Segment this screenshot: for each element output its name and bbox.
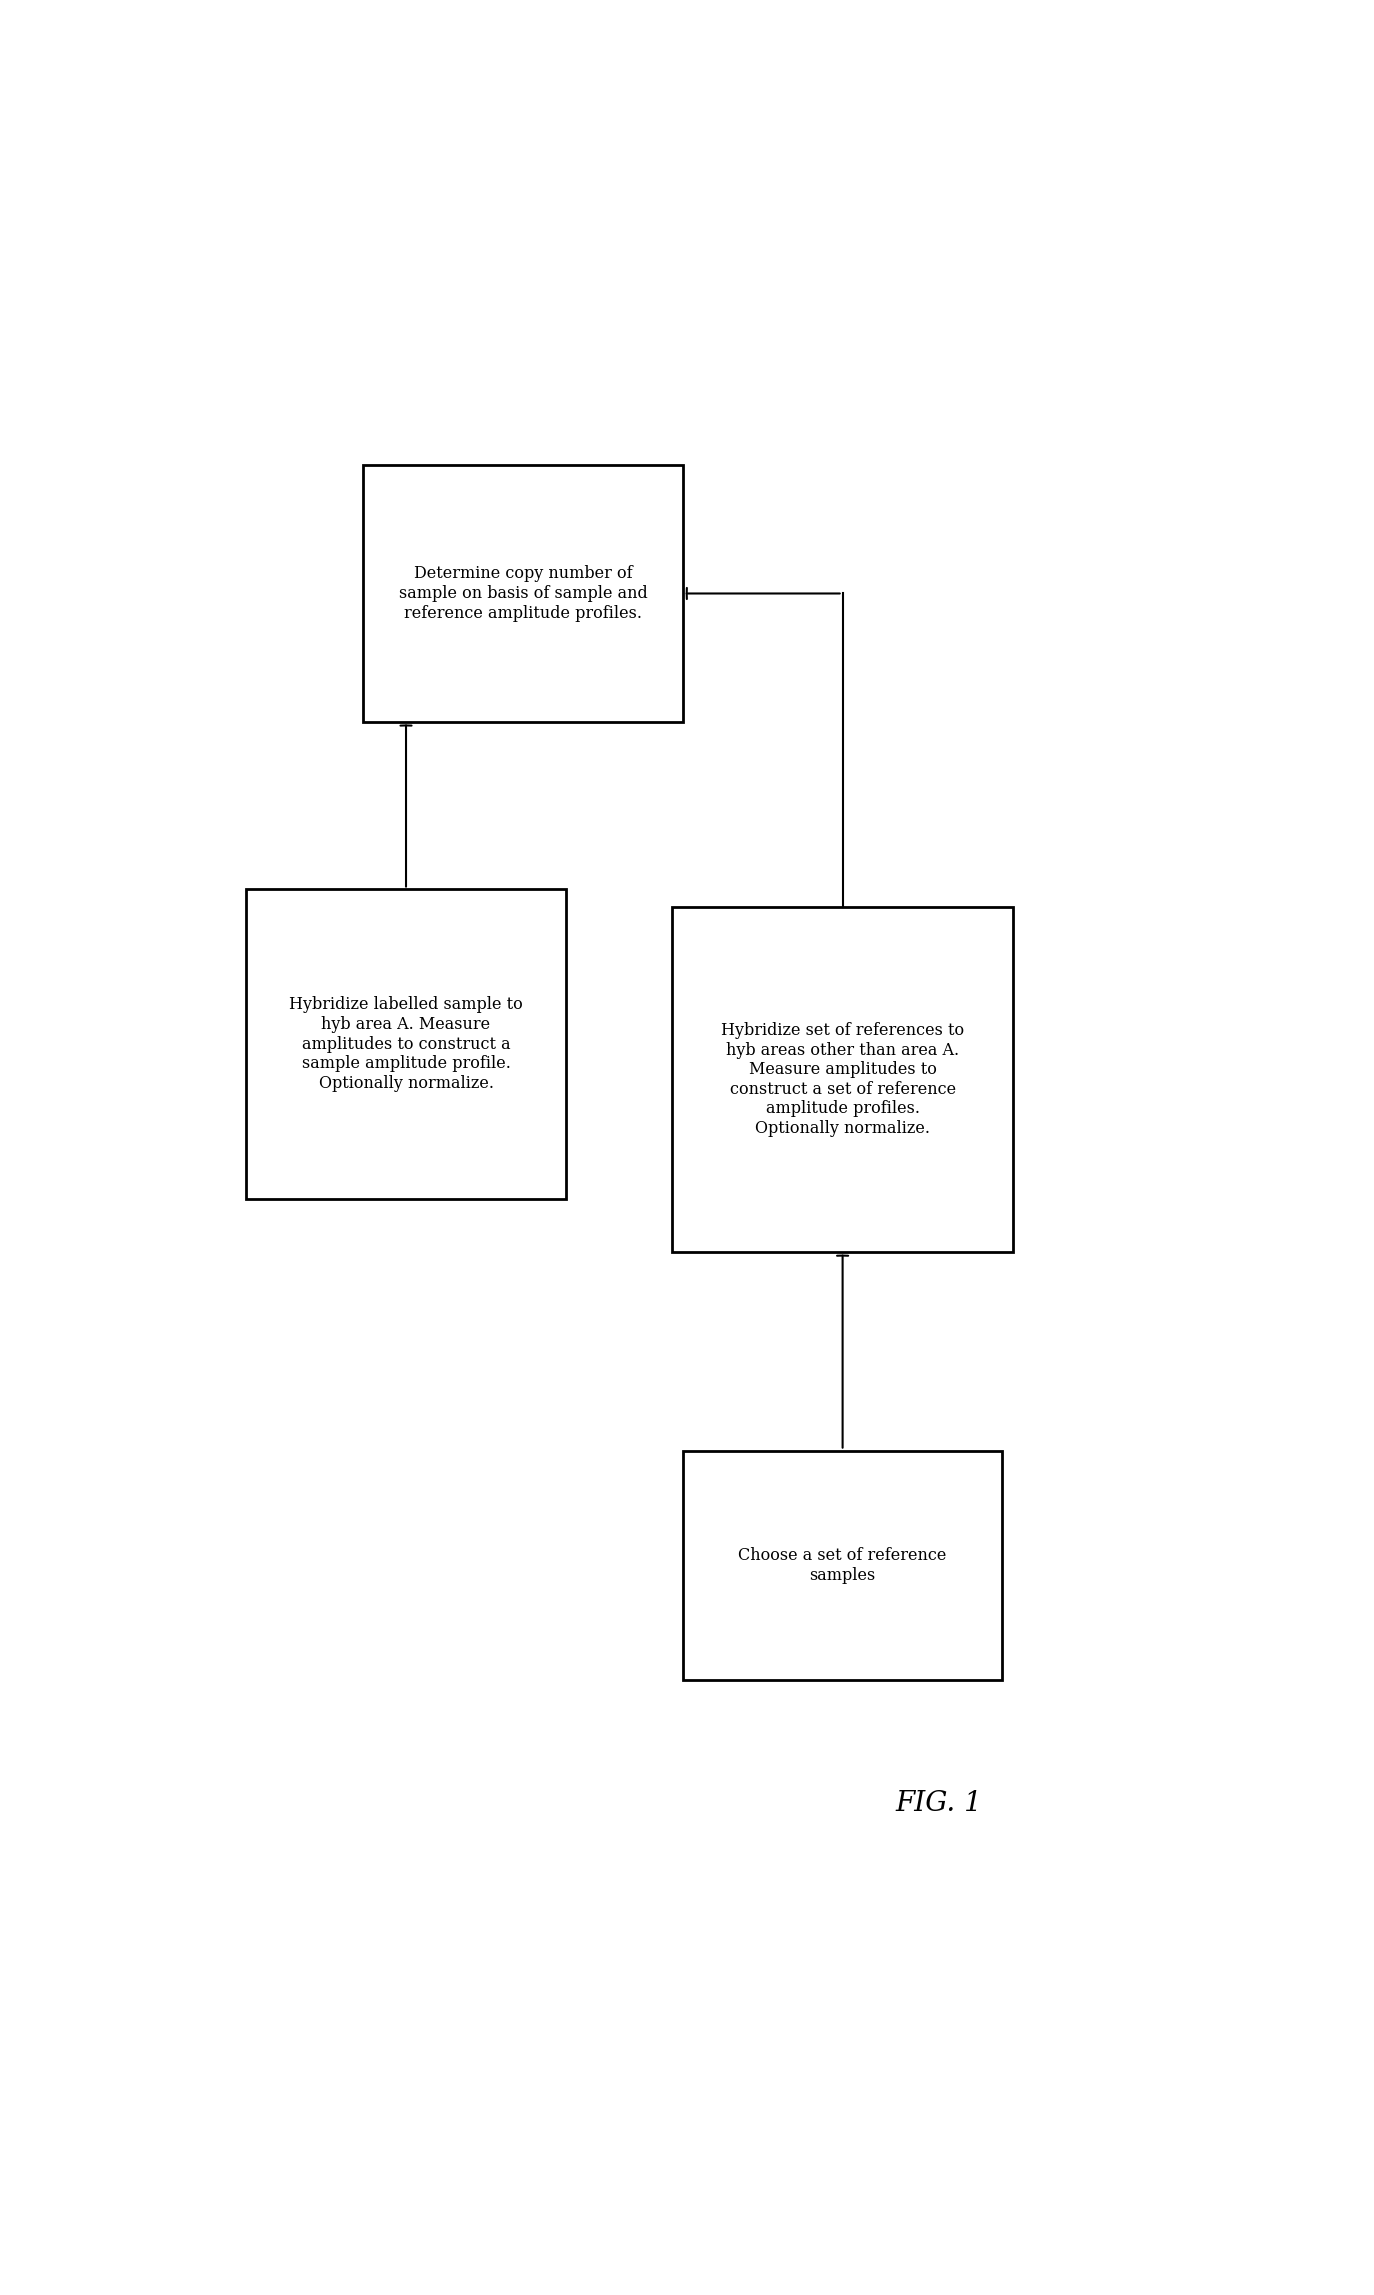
Text: Determine copy number of
sample on basis of sample and
reference amplitude profi: Determine copy number of sample on basis… (398, 565, 647, 622)
Bar (683, 1450, 1003, 1680)
Bar (364, 466, 683, 721)
Bar (672, 907, 1013, 1251)
Text: Choose a set of reference
samples: Choose a set of reference samples (738, 1547, 947, 1584)
Text: Hybridize set of references to
hyb areas other than area A.
Measure amplitudes t: Hybridize set of references to hyb areas… (721, 1021, 965, 1136)
Bar (246, 890, 566, 1198)
Text: Hybridize labelled sample to
hyb area A. Measure
amplitudes to construct a
sampl: Hybridize labelled sample to hyb area A.… (289, 996, 523, 1092)
Text: FIG. 1: FIG. 1 (894, 1790, 982, 1818)
